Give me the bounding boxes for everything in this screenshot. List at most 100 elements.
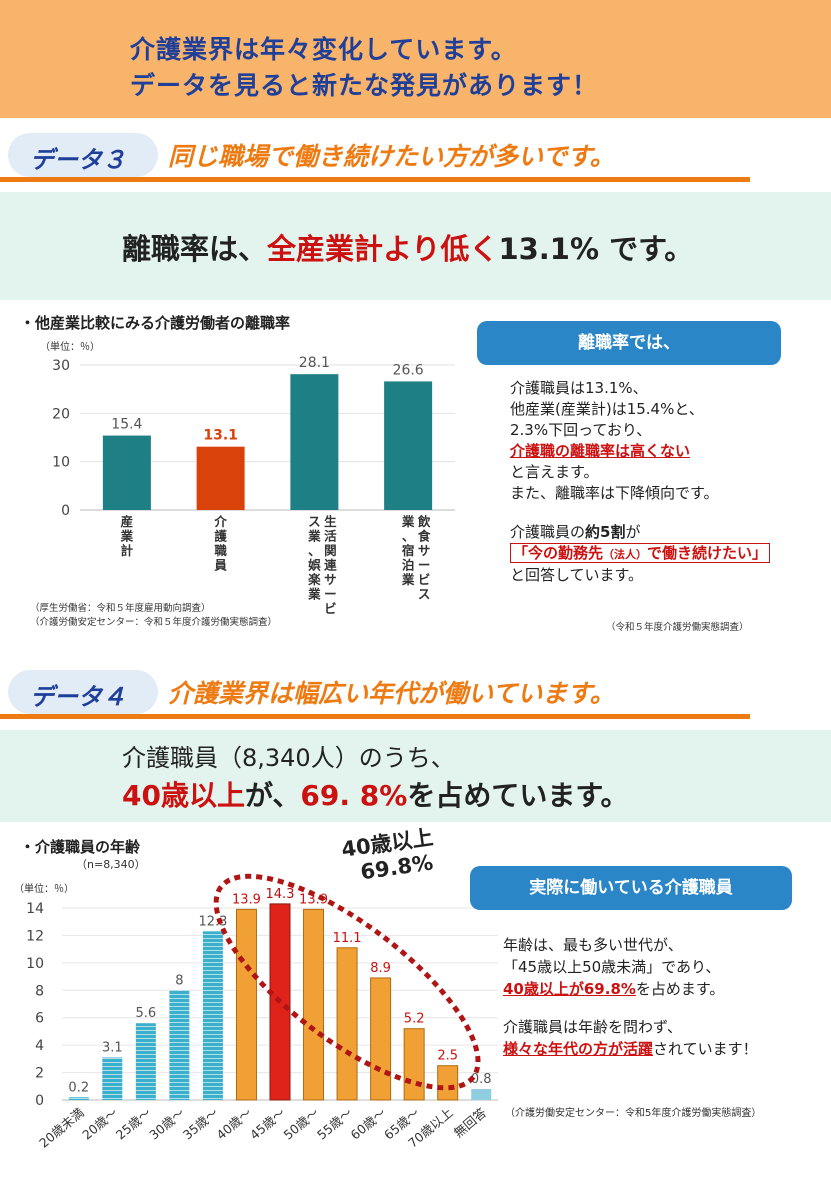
x-tick-label: 無回答 bbox=[451, 1104, 490, 1140]
bar bbox=[303, 908, 325, 1101]
age-40plus-ellipse bbox=[213, 873, 481, 1091]
x-tick-char: 、 bbox=[308, 543, 321, 558]
x-tick-label: 45歳～ bbox=[247, 1105, 288, 1143]
x-tick-char: ビ bbox=[418, 572, 431, 587]
data-label: 13.1 bbox=[203, 428, 238, 444]
section4-tag: データ４ bbox=[8, 670, 158, 714]
turnover-chart: 010203015.4産業計13.1介護職員28.1生活関連サービス業、娯楽業2… bbox=[52, 355, 455, 616]
data-label: 11.1 bbox=[333, 931, 362, 946]
x-tick-char: 、 bbox=[402, 529, 415, 544]
bar bbox=[235, 908, 257, 1101]
y-tick-label: 12 bbox=[26, 928, 44, 944]
y-tick-label: 0 bbox=[61, 503, 70, 519]
y-tick-label: 10 bbox=[26, 956, 44, 972]
section4-headline-2: 40歳以上が、69. 8%を占めています。 bbox=[122, 779, 629, 812]
bar bbox=[102, 1057, 123, 1100]
x-tick-char: 連 bbox=[324, 558, 337, 573]
x-tick-char: サ bbox=[418, 543, 431, 558]
section3-rule bbox=[0, 177, 750, 182]
x-tick-char: 業 bbox=[401, 514, 415, 529]
y-tick-label: 0 bbox=[35, 1093, 44, 1109]
turnover-source-2: （介護労働安定センター：令和５年度介護労働実態調査） bbox=[30, 617, 278, 628]
section3-header: データ３ 同じ職場で働き続けたい方が多いです。 bbox=[0, 125, 760, 183]
x-tick-label: 25歳～ bbox=[113, 1105, 154, 1143]
data-label: 2.5 bbox=[437, 1049, 458, 1064]
data-label: 3.1 bbox=[102, 1040, 123, 1055]
x-tick-char: 活 bbox=[324, 529, 337, 544]
x-tick-char: 楽 bbox=[307, 572, 321, 587]
x-tick-char: 業 bbox=[307, 529, 321, 544]
x-tick-char: ビ bbox=[324, 601, 337, 616]
age-chart: 0 2 4 6 8 10 12 14 0.2 20歳未満 3.1 20歳～ 5.6 25歳～ 8 30歳～ 12… bbox=[26, 873, 498, 1151]
age-chart-unit: （単位：％） bbox=[14, 884, 74, 895]
section3-headline-band: 離職率は、全産業計より低く13.1% です。 bbox=[0, 192, 831, 300]
bar bbox=[202, 931, 223, 1100]
banner-line-2: データを見ると新たな発見があります！ bbox=[130, 71, 599, 100]
data-label: 13.9 bbox=[232, 892, 261, 907]
turnover-callout: 離職率では、 bbox=[477, 321, 781, 365]
data-label: 5.2 bbox=[404, 1012, 425, 1027]
x-tick-label: 55歳～ bbox=[314, 1105, 355, 1143]
x-tick-char: 生 bbox=[324, 514, 337, 529]
y-tick-label: 6 bbox=[35, 1011, 44, 1027]
data-label: 14.3 bbox=[266, 887, 295, 902]
y-tick-label: 10 bbox=[52, 455, 70, 471]
bar bbox=[471, 1089, 492, 1100]
y-tick-label: 14 bbox=[26, 901, 44, 917]
y-tick-label: 20 bbox=[52, 406, 70, 422]
x-tick-char: 泊 bbox=[402, 558, 415, 573]
x-tick-char: 員 bbox=[213, 558, 227, 573]
x-tick-label: 60歳～ bbox=[348, 1105, 389, 1143]
x-tick-char: 計 bbox=[121, 543, 134, 558]
bar bbox=[370, 977, 392, 1101]
turnover-text: 介護職員は13.1%、 他産業(産業計)は15.4%と、 2.3%下回っており、… bbox=[510, 378, 771, 586]
bar bbox=[68, 1097, 89, 1100]
x-tick-char: 食 bbox=[417, 529, 431, 544]
section4-title: 介護業界は幅広い年代が働いています。 bbox=[168, 679, 615, 708]
x-tick-label: 30歳～ bbox=[146, 1105, 187, 1143]
x-tick-label: 50歳～ bbox=[280, 1105, 321, 1143]
x-tick-char: 介 bbox=[213, 514, 227, 529]
y-tick-label: 8 bbox=[35, 983, 44, 999]
bar bbox=[102, 435, 151, 510]
data-label: 15.4 bbox=[111, 417, 142, 433]
x-tick-char: 護 bbox=[214, 529, 227, 544]
turnover-chart-unit: （単位：％） bbox=[40, 342, 100, 353]
age-chart-title: ・介護職員の年齢 bbox=[20, 838, 141, 856]
turnover-text-source: （令和５年度介護労働実態調査） bbox=[606, 622, 749, 633]
data-label: 26.6 bbox=[393, 362, 424, 378]
x-tick-label: 40歳～ bbox=[213, 1105, 254, 1143]
x-tick-char: 宿 bbox=[402, 543, 415, 558]
x-tick-char: ス bbox=[308, 514, 321, 529]
turnover-chart-title: ・他産業比較にみる介護労働者の離職率 bbox=[20, 314, 291, 332]
bar bbox=[437, 1065, 459, 1101]
x-tick-label: 20歳～ bbox=[79, 1105, 120, 1143]
y-tick-label: 30 bbox=[52, 358, 70, 374]
x-tick-label: 20歳未満 bbox=[36, 1105, 87, 1151]
bar bbox=[290, 374, 339, 510]
x-tick-char: 関 bbox=[324, 543, 337, 558]
x-tick-char: 娯 bbox=[308, 558, 321, 573]
section3-title: 同じ職場で働き続けたい方が多いです。 bbox=[168, 142, 615, 171]
age-callout: 実際に働いている介護職員 bbox=[470, 866, 792, 910]
data-label: 0.2 bbox=[68, 1080, 89, 1095]
section3-tag: データ３ bbox=[8, 133, 158, 177]
x-tick-char: ー bbox=[418, 558, 431, 573]
x-tick-char: 職 bbox=[214, 543, 227, 558]
age-chart-n: （n=8,340） bbox=[76, 858, 146, 871]
x-tick-label: 35歳～ bbox=[180, 1105, 221, 1143]
bar bbox=[196, 446, 245, 510]
bar bbox=[384, 381, 433, 510]
banner-line-1: 介護業界は年々変化しています。 bbox=[130, 35, 517, 64]
data-label: 12.3 bbox=[198, 914, 227, 929]
data-label: 8.9 bbox=[370, 961, 391, 976]
turnover-source-1: （厚生労働省：令和５年度雇用動向調査） bbox=[30, 603, 211, 614]
section4-headline-1: 介護職員（8,340人）のうち、 bbox=[122, 744, 455, 772]
bar bbox=[169, 990, 190, 1100]
age-source: （介護労働安定センター：令和5年度介護労働実態調査） bbox=[505, 1108, 762, 1119]
x-tick-char: 業 bbox=[120, 529, 134, 544]
bar bbox=[336, 947, 358, 1101]
x-tick-char: 業 bbox=[307, 587, 321, 602]
age-text: 年齢は、最も多い世代が、 「45歳以上50歳未満」であり、 40歳以上が69.8… bbox=[503, 936, 758, 1058]
section3-headline: 離職率は、全産業計より低く13.1% です。 bbox=[122, 232, 694, 266]
